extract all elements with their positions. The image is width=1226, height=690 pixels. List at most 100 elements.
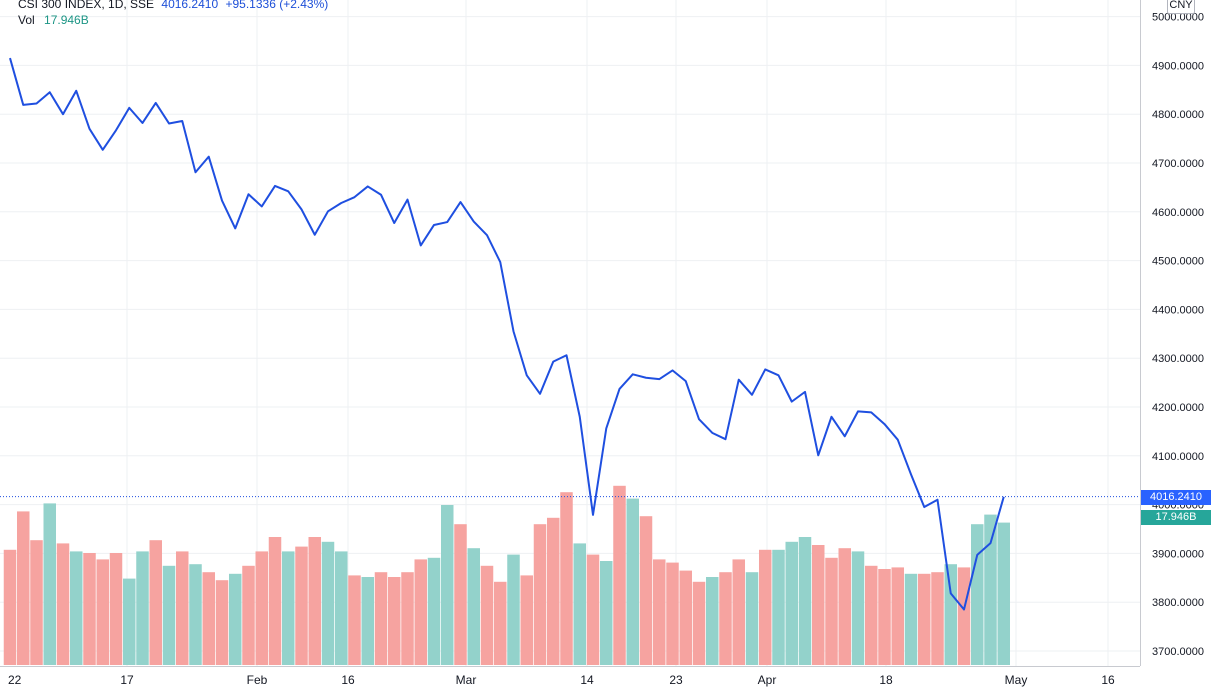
volume-bar bbox=[745, 572, 759, 665]
volume-bar bbox=[851, 551, 865, 665]
volume-bar bbox=[202, 572, 215, 665]
price-tick-label: 4100.0000 bbox=[1152, 451, 1204, 463]
volume-bar bbox=[3, 549, 17, 665]
volume-bar bbox=[295, 546, 308, 665]
current-price-tag: 4016.2410 bbox=[1141, 490, 1211, 505]
volume-label[interactable]: Vol bbox=[18, 13, 35, 27]
current-volume-tag: 17.946B bbox=[1141, 510, 1211, 525]
time-tick-label: 14 bbox=[580, 673, 594, 687]
volume-bar bbox=[639, 516, 653, 665]
time-tick-label: 22 bbox=[8, 673, 22, 687]
price-axis: 3700.00003800.00003900.00004000.00004100… bbox=[1152, 12, 1204, 658]
volume-bar bbox=[374, 572, 388, 665]
volume-bar bbox=[229, 573, 242, 665]
volume-bar bbox=[798, 537, 812, 665]
time-tick-label: 16 bbox=[341, 673, 355, 687]
volume-bar bbox=[388, 577, 401, 665]
price-tick-label: 3900.0000 bbox=[1152, 548, 1204, 560]
volume-bar bbox=[679, 570, 692, 665]
price-change: +95.1336 (+2.43%) bbox=[225, 0, 329, 11]
volume-legend: Vol 17.946B bbox=[18, 13, 89, 27]
symbol-title[interactable]: CSI 300 INDEX, 1D, SSE bbox=[18, 0, 155, 11]
volume-bar bbox=[971, 524, 984, 665]
volume-bar bbox=[653, 559, 666, 665]
volume-bar bbox=[838, 548, 851, 665]
time-tick-label: 17 bbox=[120, 673, 134, 687]
volume-bar bbox=[613, 485, 626, 665]
volume-bar bbox=[30, 540, 43, 665]
volume-bar bbox=[361, 577, 374, 665]
volume-bar bbox=[957, 567, 971, 665]
price-tick-label: 4800.0000 bbox=[1152, 109, 1204, 121]
volume-bar bbox=[997, 522, 1010, 665]
price-tick-label: 3700.0000 bbox=[1152, 646, 1204, 658]
price-tick-label: 4200.0000 bbox=[1152, 402, 1204, 414]
volume-bar bbox=[454, 524, 467, 665]
volume-bar bbox=[56, 543, 70, 665]
volume-bar bbox=[944, 564, 957, 665]
volume-bar bbox=[215, 580, 229, 665]
time-tick-label: Apr bbox=[758, 673, 777, 687]
volume-bar bbox=[494, 581, 507, 665]
volume-bar bbox=[441, 505, 454, 665]
chart-grid bbox=[0, 0, 1141, 667]
volume-bar bbox=[865, 565, 878, 665]
volume-bar bbox=[984, 514, 997, 665]
volume-bar bbox=[123, 578, 136, 665]
volume-bar bbox=[149, 540, 162, 665]
time-tick-label: 23 bbox=[669, 673, 683, 687]
volume-bar bbox=[825, 557, 838, 665]
price-tick-label: 5000.0000 bbox=[1152, 12, 1204, 24]
price-series-line bbox=[9, 57, 1005, 611]
price-tick-label: 3800.0000 bbox=[1152, 597, 1204, 609]
volume-bar bbox=[520, 575, 533, 665]
volume-value: 17.946B bbox=[44, 13, 89, 27]
price-tick-label: 4400.0000 bbox=[1152, 304, 1204, 316]
time-tick-label: Mar bbox=[456, 673, 477, 687]
volume-bar bbox=[547, 517, 560, 665]
chart-legend: CSI 300 INDEX, 1D, SSE 4016.2410 +95.133… bbox=[18, 0, 328, 11]
volume-bar bbox=[268, 537, 282, 665]
volume-bar bbox=[904, 573, 918, 665]
volume-bar bbox=[282, 551, 295, 665]
volume-bar bbox=[189, 564, 202, 665]
price-tick-label: 4500.0000 bbox=[1152, 256, 1204, 268]
volume-bar bbox=[17, 511, 30, 665]
last-price: 4016.2410 bbox=[161, 0, 219, 11]
volume-bar bbox=[692, 581, 706, 665]
volume-bar bbox=[162, 565, 176, 665]
volume-bar bbox=[321, 541, 335, 665]
volume-bar bbox=[401, 572, 414, 665]
volume-bar bbox=[706, 577, 719, 665]
volume-bar bbox=[891, 567, 904, 665]
volume-bar bbox=[759, 549, 772, 665]
volume-bar bbox=[600, 561, 613, 665]
time-tick-label: 18 bbox=[879, 673, 893, 687]
time-tick-label: Feb bbox=[247, 673, 268, 687]
price-tick-label: 4700.0000 bbox=[1152, 158, 1204, 170]
volume-bar bbox=[931, 572, 944, 665]
volume-bar bbox=[573, 543, 586, 665]
volume-bars bbox=[3, 485, 1010, 665]
volume-bar bbox=[176, 551, 189, 665]
time-axis: 22 17 Feb 16 Mar 14 23 Apr 18 May 16 bbox=[8, 673, 1115, 687]
volume-bar bbox=[480, 565, 494, 665]
price-line bbox=[0, 57, 1140, 611]
volume-bar bbox=[70, 551, 83, 665]
volume-bar bbox=[560, 492, 573, 665]
volume-bar bbox=[918, 573, 931, 665]
currency-button[interactable]: CNY bbox=[1167, 0, 1195, 14]
price-tick-label: 4600.0000 bbox=[1152, 207, 1204, 219]
volume-bar bbox=[96, 559, 109, 665]
volume-bar bbox=[772, 549, 785, 665]
volume-bar bbox=[719, 572, 732, 665]
volume-bar bbox=[586, 554, 600, 665]
time-tick-label: 16 bbox=[1101, 673, 1115, 687]
volume-bar bbox=[414, 559, 427, 665]
volume-bar bbox=[308, 537, 321, 665]
volume-bar bbox=[812, 545, 825, 665]
volume-bar bbox=[467, 548, 480, 665]
volume-bar bbox=[83, 553, 96, 665]
volume-bar bbox=[732, 559, 745, 665]
